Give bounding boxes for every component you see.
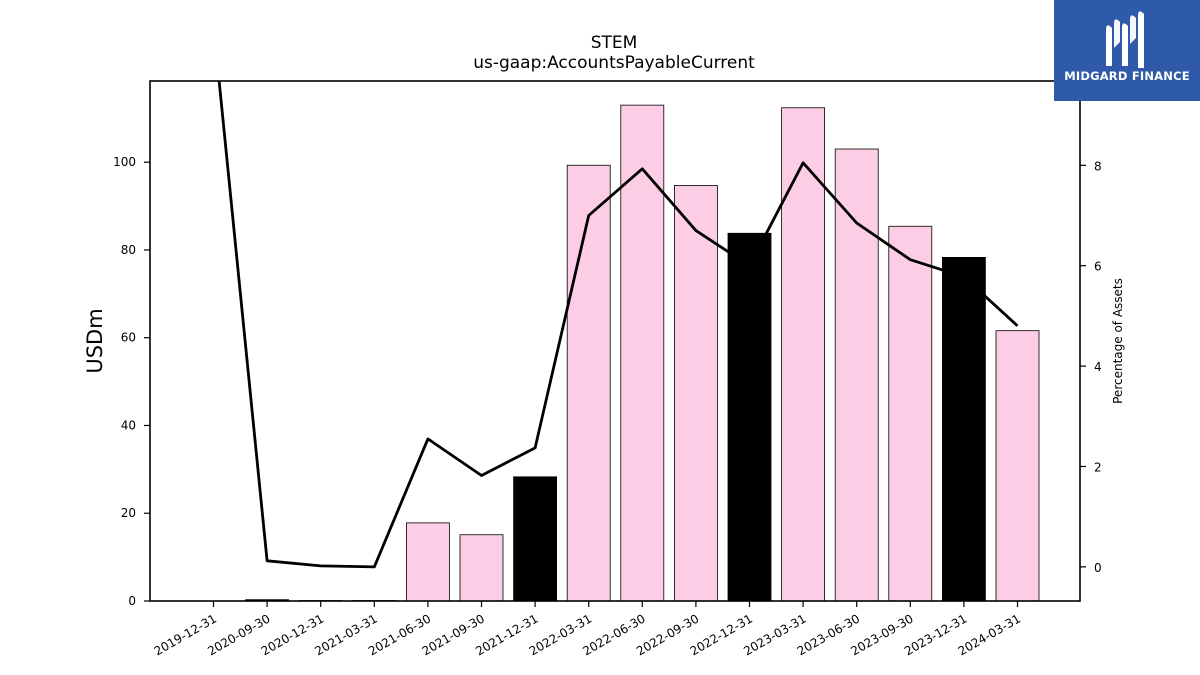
bar-2022-03-31 bbox=[566, 164, 611, 602]
bar-2021-12-31 bbox=[513, 476, 557, 602]
bar-2022-12-31 bbox=[727, 232, 772, 602]
bar-2022-09-30 bbox=[674, 185, 718, 602]
chart-subtitle: us-gaap:AccountsPayableCurrent bbox=[473, 53, 755, 73]
bar-2022-06-30 bbox=[620, 104, 665, 602]
bar-2023-12-31 bbox=[942, 257, 986, 602]
line-layer bbox=[217, 81, 1019, 569]
y2-tick-label: 8 bbox=[1094, 159, 1102, 173]
y-tick-label: 100 bbox=[113, 155, 136, 169]
y-tick-label: 60 bbox=[121, 331, 136, 345]
bar-2021-06-30 bbox=[405, 522, 450, 602]
chart-title: STEM bbox=[591, 33, 638, 53]
y2-tick-label: 4 bbox=[1094, 360, 1102, 374]
bar-2023-09-30 bbox=[888, 225, 933, 602]
x-axis-ticks: 2019-12-312020-09-302020-12-312021-03-31… bbox=[152, 601, 1023, 658]
bar-2023-06-30 bbox=[834, 148, 879, 602]
y-tick-label: 0 bbox=[128, 594, 136, 608]
y-tick-label: 20 bbox=[121, 506, 136, 520]
left-axis-ticks: 0 20 40 60 80 100 bbox=[113, 155, 150, 608]
midgard-logo-icon bbox=[1106, 11, 1144, 68]
brand-logo: MIDGARD FINANCE bbox=[1054, 0, 1200, 101]
y2-tick-label: 6 bbox=[1094, 260, 1102, 274]
plot-frame bbox=[149, 80, 1081, 602]
bars-group bbox=[245, 104, 1040, 602]
y-tick-label: 40 bbox=[121, 418, 136, 432]
y-axis-label: USDm bbox=[83, 308, 107, 373]
y2-tick-label: 0 bbox=[1094, 561, 1102, 575]
bar-2024-03-31 bbox=[995, 330, 1040, 602]
y-tick-label: 80 bbox=[121, 243, 136, 257]
y2-tick-label: 2 bbox=[1094, 460, 1102, 474]
bar-2021-09-30 bbox=[459, 534, 504, 602]
right-axis-ticks: 0 2 4 6 8 bbox=[1080, 159, 1102, 575]
percentage-line bbox=[217, 81, 1019, 569]
logo-text: MIDGARD FINANCE bbox=[1064, 69, 1190, 83]
y2-axis-label: Percentage of Assets bbox=[1111, 278, 1125, 404]
